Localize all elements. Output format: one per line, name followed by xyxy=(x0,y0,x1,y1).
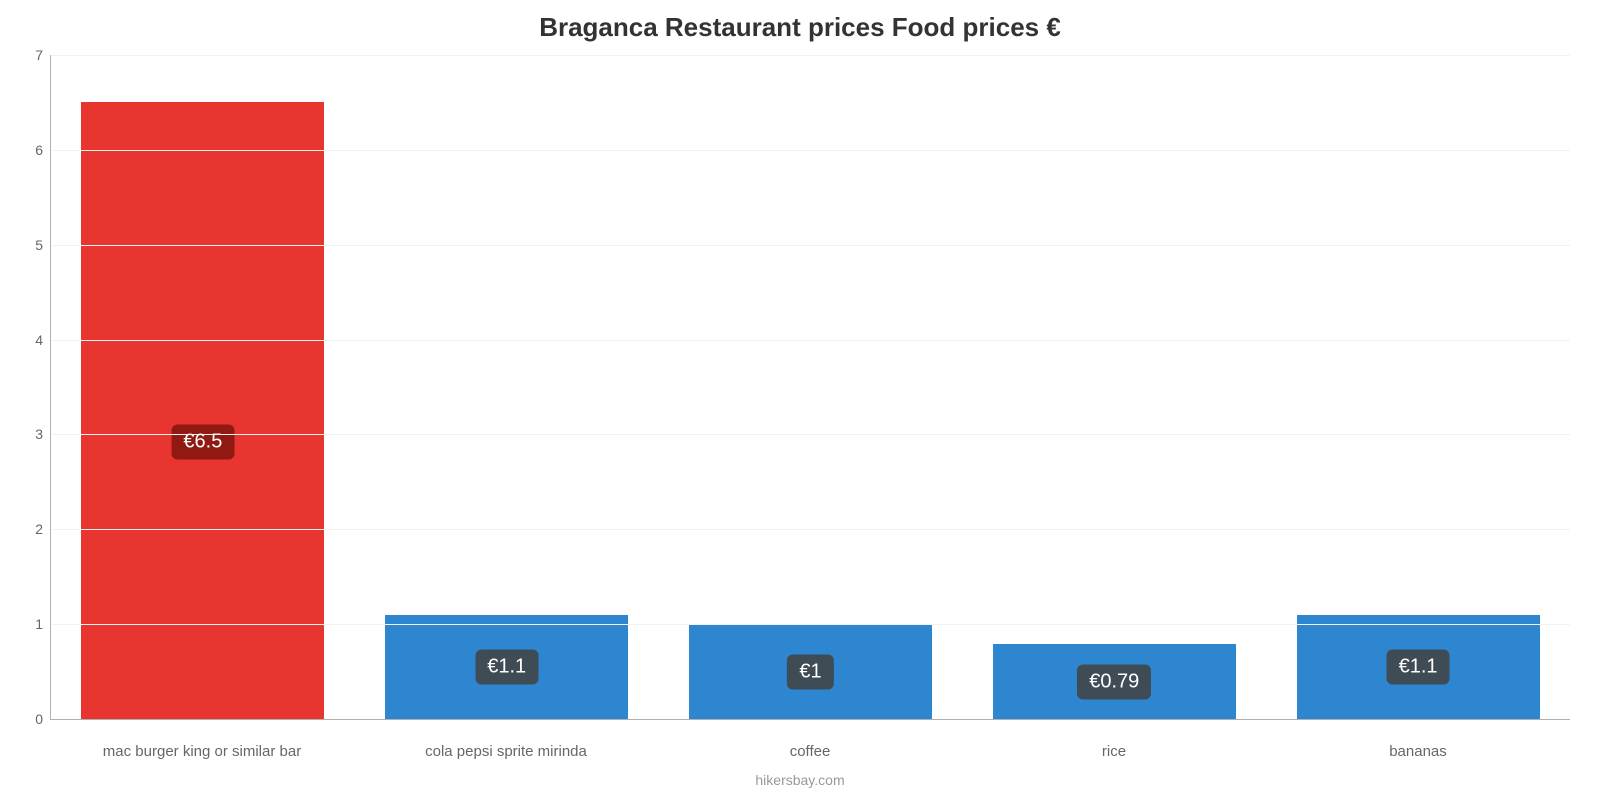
x-axis-label: cola pepsi sprite mirinda xyxy=(354,743,658,760)
bar: €6.5 xyxy=(81,102,324,719)
bars-row: €6.5 €1.1 €1 €0.79 €1.1 xyxy=(51,55,1570,719)
gridline xyxy=(51,624,1570,625)
x-axis-label: mac burger king or similar bar xyxy=(50,743,354,760)
gridline xyxy=(51,340,1570,341)
value-badge: €1.1 xyxy=(475,649,538,684)
y-tick-label: 2 xyxy=(35,521,51,537)
y-tick-label: 3 xyxy=(35,426,51,442)
bar: €1.1 xyxy=(1297,615,1540,719)
bar-slot: €1.1 xyxy=(1266,55,1570,719)
x-axis-label: rice xyxy=(962,743,1266,760)
chart-title: Braganca Restaurant prices Food prices € xyxy=(0,0,1600,43)
bar-slot: €1.1 xyxy=(355,55,659,719)
gridline xyxy=(51,55,1570,56)
gridline xyxy=(51,434,1570,435)
value-badge: €1 xyxy=(787,654,833,689)
value-badge: €0.79 xyxy=(1077,664,1151,699)
bar: €0.79 xyxy=(993,644,1236,719)
y-tick-label: 0 xyxy=(35,711,51,727)
x-axis-labels: mac burger king or similar barcola pepsi… xyxy=(50,743,1570,760)
x-axis-label: bananas xyxy=(1266,743,1570,760)
value-badge: €1.1 xyxy=(1387,649,1450,684)
chart-container: Braganca Restaurant prices Food prices €… xyxy=(0,0,1600,800)
gridline xyxy=(51,150,1570,151)
plot-area: €6.5€1.1€1€0.79€1.1 01234567 xyxy=(50,55,1570,720)
x-axis-label: coffee xyxy=(658,743,962,760)
bar-slot: €1 xyxy=(659,55,963,719)
bar-slot: €6.5 xyxy=(51,55,355,719)
footer-credit: hikersbay.com xyxy=(0,772,1600,788)
y-tick-label: 1 xyxy=(35,616,51,632)
bar: €1.1 xyxy=(385,615,628,719)
bar-slot: €0.79 xyxy=(962,55,1266,719)
bar: €1 xyxy=(689,624,932,719)
y-tick-label: 4 xyxy=(35,332,51,348)
y-tick-label: 7 xyxy=(35,47,51,63)
value-badge: €6.5 xyxy=(171,424,234,459)
y-tick-label: 6 xyxy=(35,142,51,158)
gridline xyxy=(51,245,1570,246)
y-tick-label: 5 xyxy=(35,237,51,253)
gridline xyxy=(51,529,1570,530)
